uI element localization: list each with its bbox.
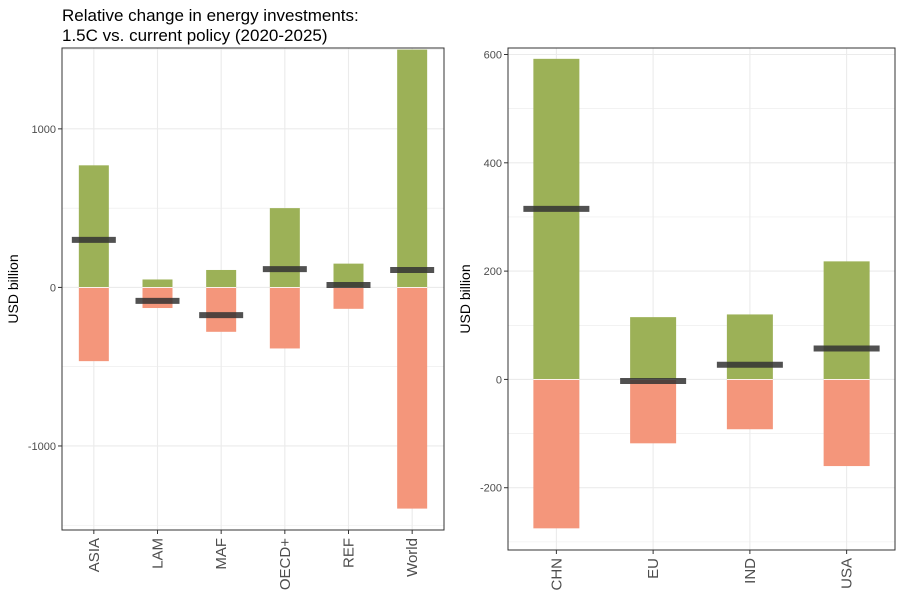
y-tick-label: 0 [496,374,502,386]
positive-bar-maf [206,269,237,288]
x-tick-label: REF [341,538,358,568]
plot-border [61,47,445,531]
positive-bar-lam [142,279,173,288]
negative-bar-ind [726,379,773,430]
positive-bar-world [397,49,428,288]
y-tick-label: 400 [484,158,502,170]
x-tick-label: ASIA [86,538,103,572]
plot-border [507,47,896,551]
y-axis-label: USD billion [457,264,473,333]
positive-bar-eu [630,317,677,380]
x-tick-label: LAM [150,538,167,569]
positive-bar-ref [333,263,364,288]
chart-panel-2: -200 0 200 400 600 CHN EU IND USA USD billion [457,47,896,591]
x-tick-label: USA [839,558,856,589]
negative-bar-maf [206,287,237,332]
negative-bar-eu [630,379,677,444]
negative-bar-usa [823,379,870,467]
x-tick-label: OECD+ [277,538,294,590]
chart-title-line-1: Relative change in energy investments: [62,6,359,25]
y-tick-label: 600 [484,49,502,61]
y-tick-label: 200 [484,266,502,278]
negative-bar-ref [333,287,364,309]
chart-title-line-2: 1.5C vs. current policy (2020-2025) [62,26,328,45]
positive-bar-oecd [269,208,300,288]
x-tick-label: MAF [213,538,230,570]
plot-background [62,48,444,530]
negative-bar-chn [533,379,580,529]
chart-panel-1: -1000 0 1000 ASIA LAM MAF OECD+ REF World USD bil… [5,47,445,590]
negative-bar-lam [142,287,173,309]
x-tick-label: World [404,538,421,577]
y-tick-label: 1000 [32,124,56,136]
y-axis-label: USD billion [5,254,21,323]
x-tick-label: IND [742,558,759,584]
x-tick-label: EU [645,558,662,579]
y-tick-label: 0 [50,282,56,294]
positive-bar-ind [726,314,773,380]
positive-bar-usa [823,261,870,380]
positive-bar-chn [533,58,580,380]
y-tick-label: -200 [480,483,502,495]
negative-bar-oecd [269,287,300,349]
negative-bar-world [397,287,428,509]
negative-bar-asia [78,287,109,362]
chart-title: Relative change in energy investments: 1… [62,6,359,46]
y-tick-label: -1000 [28,441,56,453]
positive-bar-asia [78,165,109,288]
x-tick-label: CHN [548,558,565,591]
